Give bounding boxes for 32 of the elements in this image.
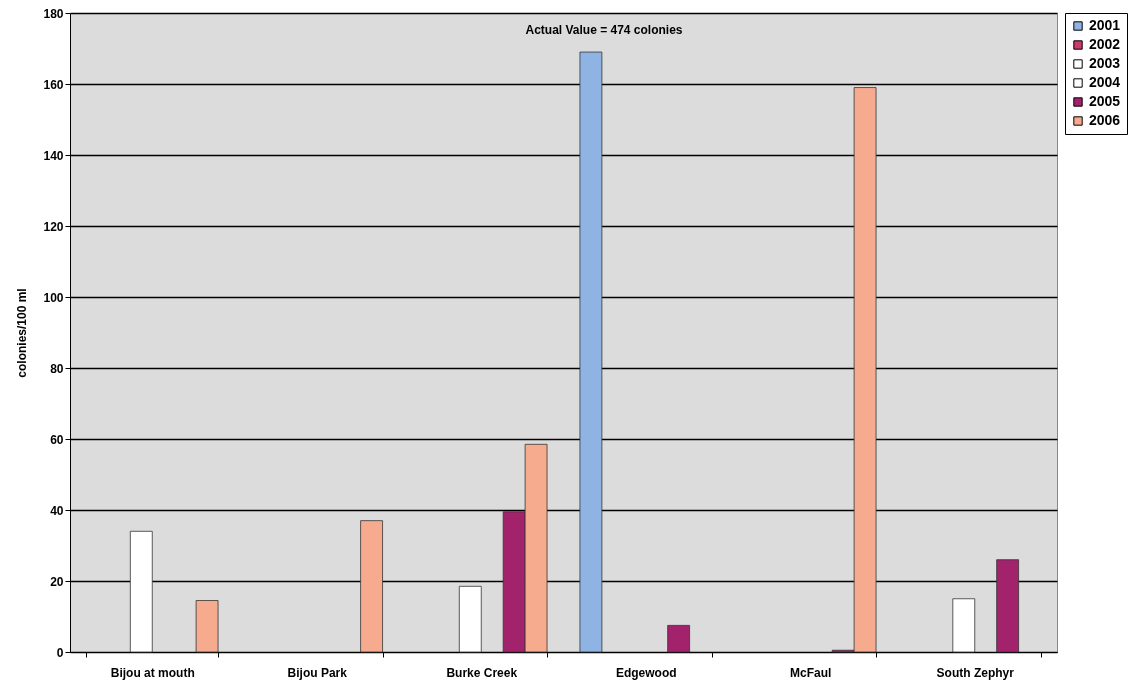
bar (952, 598, 976, 653)
legend-label: 2004 (1089, 74, 1121, 90)
y-tick-label: 140 (43, 148, 64, 163)
legend-label: 2006 (1089, 112, 1121, 128)
y-tick-label: 60 (50, 432, 64, 447)
x-tick-label: Burke Creek (446, 665, 518, 680)
x-tick-label: McFaul (790, 665, 832, 680)
x-tick-label: South Zephyr (936, 665, 1015, 680)
y-tick-label: 180 (43, 6, 64, 21)
y-tick-label: 160 (43, 77, 64, 92)
legend-label: 2002 (1089, 36, 1121, 52)
legend-label: 2005 (1089, 93, 1121, 109)
y-tick-label: 100 (43, 290, 64, 305)
y-axis-title: colonies/100 ml (15, 288, 30, 378)
bar (667, 624, 691, 653)
annotation: Actual Value = 474 colonies (525, 23, 683, 37)
legend-label: 2001 (1089, 17, 1121, 33)
y-tick-label: 40 (50, 503, 64, 518)
x-tick-label: Bijou at mouth (110, 665, 195, 680)
bar (360, 520, 383, 653)
bar (996, 559, 1020, 653)
x-tick-label: Bijou Park (287, 665, 348, 680)
y-tick-label: 0 (56, 645, 64, 660)
x-tick-label: Edgewood (615, 665, 677, 680)
y-tick-label: 120 (43, 219, 64, 234)
bar (458, 585, 482, 653)
bar (195, 600, 219, 653)
bar (129, 530, 153, 653)
y-tick-label: 20 (50, 574, 64, 589)
legend-label: 2003 (1089, 55, 1121, 71)
y-tick-label: 80 (50, 361, 64, 376)
bar (579, 51, 603, 653)
